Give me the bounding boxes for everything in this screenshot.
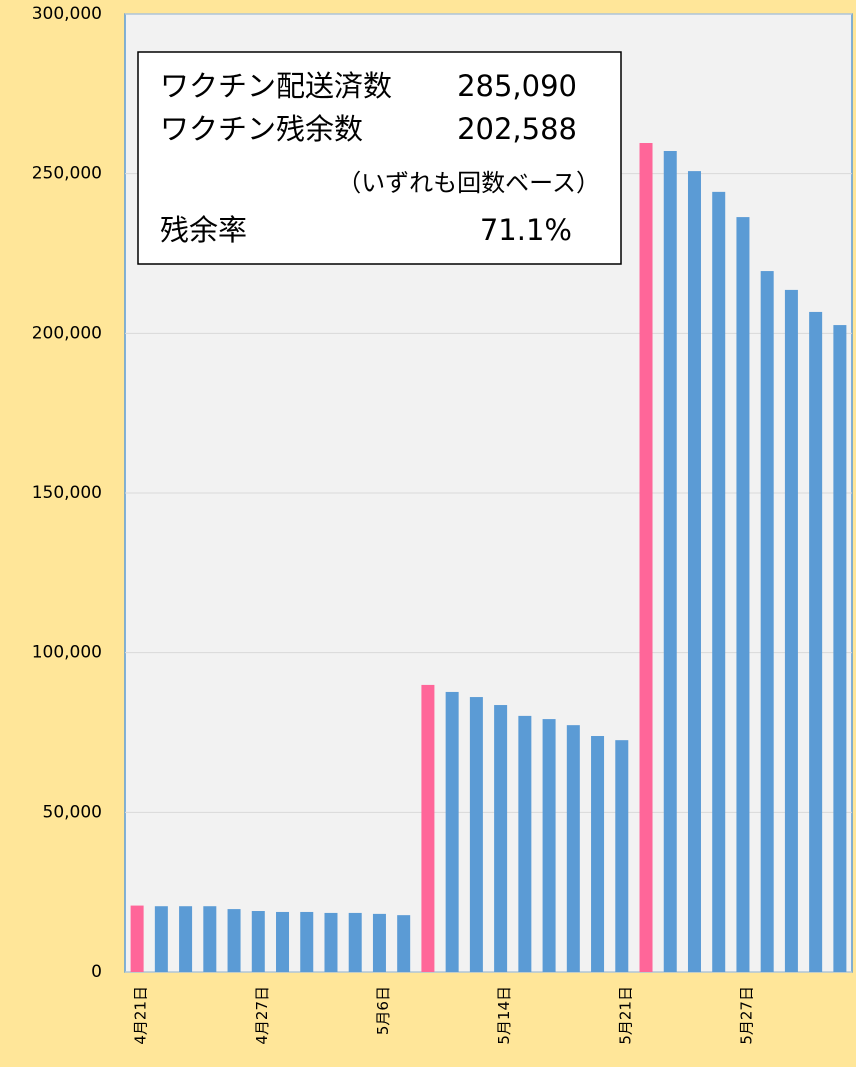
x-tick-label: 5月21日: [616, 986, 634, 1045]
y-tick-label: 50,000: [43, 802, 102, 822]
bar: [542, 719, 556, 972]
bar: [324, 912, 338, 972]
bar: [348, 912, 362, 972]
bar: [615, 740, 629, 972]
annotation-value: 285,090: [457, 69, 577, 103]
bar: [518, 715, 532, 972]
bar: [397, 915, 411, 972]
bar: [760, 271, 774, 972]
y-tick-label: 250,000: [32, 164, 102, 184]
annotation-box: [137, 51, 622, 265]
x-tick-label: 5月14日: [495, 986, 513, 1045]
x-tick-label: 4月21日: [132, 986, 150, 1045]
annotation-label: ワクチン残余数: [160, 112, 363, 146]
bar: [639, 143, 653, 972]
bar: [809, 311, 823, 972]
x-tick-label: 4月27日: [253, 986, 271, 1045]
annotation-label: 残余率: [160, 213, 247, 247]
bar: [736, 217, 750, 972]
bar: [445, 691, 459, 972]
bar: [784, 289, 798, 972]
bar: [154, 906, 168, 972]
bar: [227, 909, 241, 972]
bar: [591, 736, 605, 972]
y-tick-label: 150,000: [32, 483, 102, 503]
x-tick-label: 5月27日: [737, 986, 755, 1045]
bar: [203, 906, 217, 972]
bar: [712, 191, 726, 973]
bar: [421, 684, 435, 972]
bar: [687, 171, 701, 972]
y-tick-label: 300,000: [32, 4, 102, 24]
x-tick-label: 5月6日: [374, 986, 392, 1035]
bar: [372, 913, 386, 972]
y-tick-label: 100,000: [32, 643, 102, 663]
bar: [130, 905, 144, 972]
bar: [566, 725, 580, 972]
y-tick-label: 200,000: [32, 323, 102, 343]
bar: [833, 325, 847, 973]
bar: [469, 697, 483, 972]
bar: [300, 911, 314, 972]
bar: [276, 911, 290, 972]
annotation-value: 202,588: [457, 112, 577, 146]
bar: [251, 911, 265, 972]
y-tick-label: 0: [91, 962, 102, 982]
annotation-label: ワクチン配送済数: [160, 69, 392, 103]
annotation-note: （いずれも回数ベース）: [337, 169, 600, 197]
bar: [179, 906, 193, 972]
bar: [494, 705, 508, 972]
annotation-value: 71.1%: [480, 213, 572, 247]
bar: [663, 150, 677, 972]
